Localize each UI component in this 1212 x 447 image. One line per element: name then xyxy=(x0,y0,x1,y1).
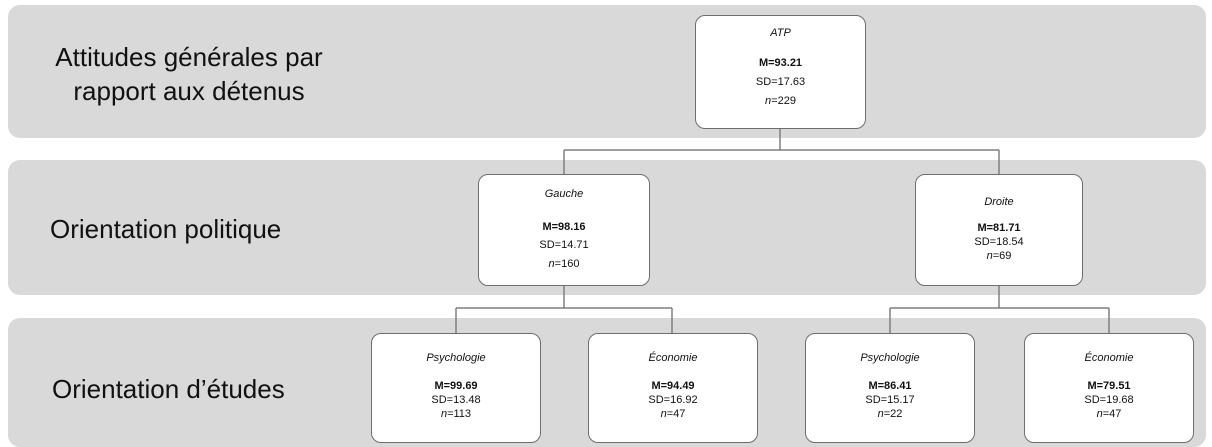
node-atp-mean: M=93.21 xyxy=(758,57,803,69)
node-droite-economie-mean: M=79.51 xyxy=(1087,380,1131,392)
node-droite-psychologie-mean: M=86.41 xyxy=(868,380,912,392)
level-label-etudes: Orientation d’études xyxy=(52,374,285,404)
node-droite-economie-n-prefix: n xyxy=(1096,408,1103,420)
node-atp-name: ATP xyxy=(770,27,791,39)
node-gauche: Gauche M=98.16 SD=14.71 n=160 xyxy=(478,174,650,286)
node-gauche-psychologie-name: Psychologie xyxy=(426,352,486,364)
node-droite-psychologie-n-prefix: n xyxy=(877,408,884,420)
node-gauche-economie-name: Économie xyxy=(648,352,698,364)
node-droite-mean: M=81.71 xyxy=(977,222,1021,234)
node-droite-name: Droite xyxy=(984,196,1014,208)
level-label-attitudes-line1: Attitudes générales par xyxy=(55,42,323,72)
node-atp: ATP M=93.21 SD=17.63 n=229 xyxy=(695,15,866,129)
node-gauche-psychologie-sd: SD=13.48 xyxy=(431,394,481,406)
node-droite-psychologie-name: Psychologie xyxy=(860,352,920,364)
node-atp-sd: SD=17.63 xyxy=(755,76,806,88)
node-droite-economie: Économie M=79.51 SD=19.68 n=47 xyxy=(1024,333,1194,443)
node-droite-psychologie-n: n=22 xyxy=(806,407,974,421)
node-gauche-economie-mean: M=94.49 xyxy=(651,380,695,392)
node-gauche-economie-n-prefix: n xyxy=(660,408,667,420)
node-atp-n-value: =229 xyxy=(771,95,796,107)
node-gauche-name: Gauche xyxy=(544,188,584,200)
node-gauche-psychologie: Psychologie M=99.69 SD=13.48 n=113 xyxy=(371,333,541,443)
node-droite-economie-n-value: =47 xyxy=(1102,408,1122,420)
level-label-attitudes: Attitudes générales par rapport aux déte… xyxy=(34,40,344,108)
node-droite-economie-name: Économie xyxy=(1084,352,1134,364)
node-droite-n-value: =69 xyxy=(992,250,1012,262)
node-droite-psychologie: Psychologie M=86.41 SD=15.17 n=22 xyxy=(805,333,975,443)
node-gauche-psychologie-mean: M=99.69 xyxy=(434,380,478,392)
node-droite-psychologie-sd: SD=15.17 xyxy=(865,394,915,406)
node-gauche-economie-n: n=47 xyxy=(589,407,757,421)
node-gauche-economie-n-value: =47 xyxy=(666,408,686,420)
node-droite: Droite M=81.71 SD=18.54 n=69 xyxy=(915,174,1083,286)
node-droite-economie-sd: SD=19.68 xyxy=(1084,394,1134,406)
node-gauche-psychologie-n: n=113 xyxy=(372,407,540,421)
level-label-attitudes-line2: rapport aux détenus xyxy=(73,76,305,106)
node-gauche-n-value: =160 xyxy=(554,258,580,270)
node-gauche-psychologie-n-value: =113 xyxy=(447,408,472,420)
node-gauche-mean: M=98.16 xyxy=(542,221,586,233)
node-droite-economie-n: n=47 xyxy=(1025,407,1193,421)
node-droite-psychologie-n-value: =22 xyxy=(883,408,903,420)
node-atp-n: n=229 xyxy=(696,94,865,108)
node-gauche-economie-sd: SD=16.92 xyxy=(648,394,698,406)
level-label-politique: Orientation politique xyxy=(50,214,282,244)
node-gauche-n-prefix: n xyxy=(548,258,555,270)
node-droite-n-prefix: n xyxy=(986,250,993,262)
node-atp-n-prefix: n xyxy=(765,95,772,107)
node-droite-n: n=69 xyxy=(916,249,1082,263)
node-gauche-economie: Économie M=94.49 SD=16.92 n=47 xyxy=(588,333,758,443)
level-band-attitudes xyxy=(8,5,1206,138)
node-droite-sd: SD=18.54 xyxy=(974,236,1024,248)
node-gauche-sd: SD=14.71 xyxy=(539,239,589,251)
node-gauche-psychologie-n-prefix: n xyxy=(440,408,448,420)
node-gauche-n: n=160 xyxy=(479,257,649,271)
